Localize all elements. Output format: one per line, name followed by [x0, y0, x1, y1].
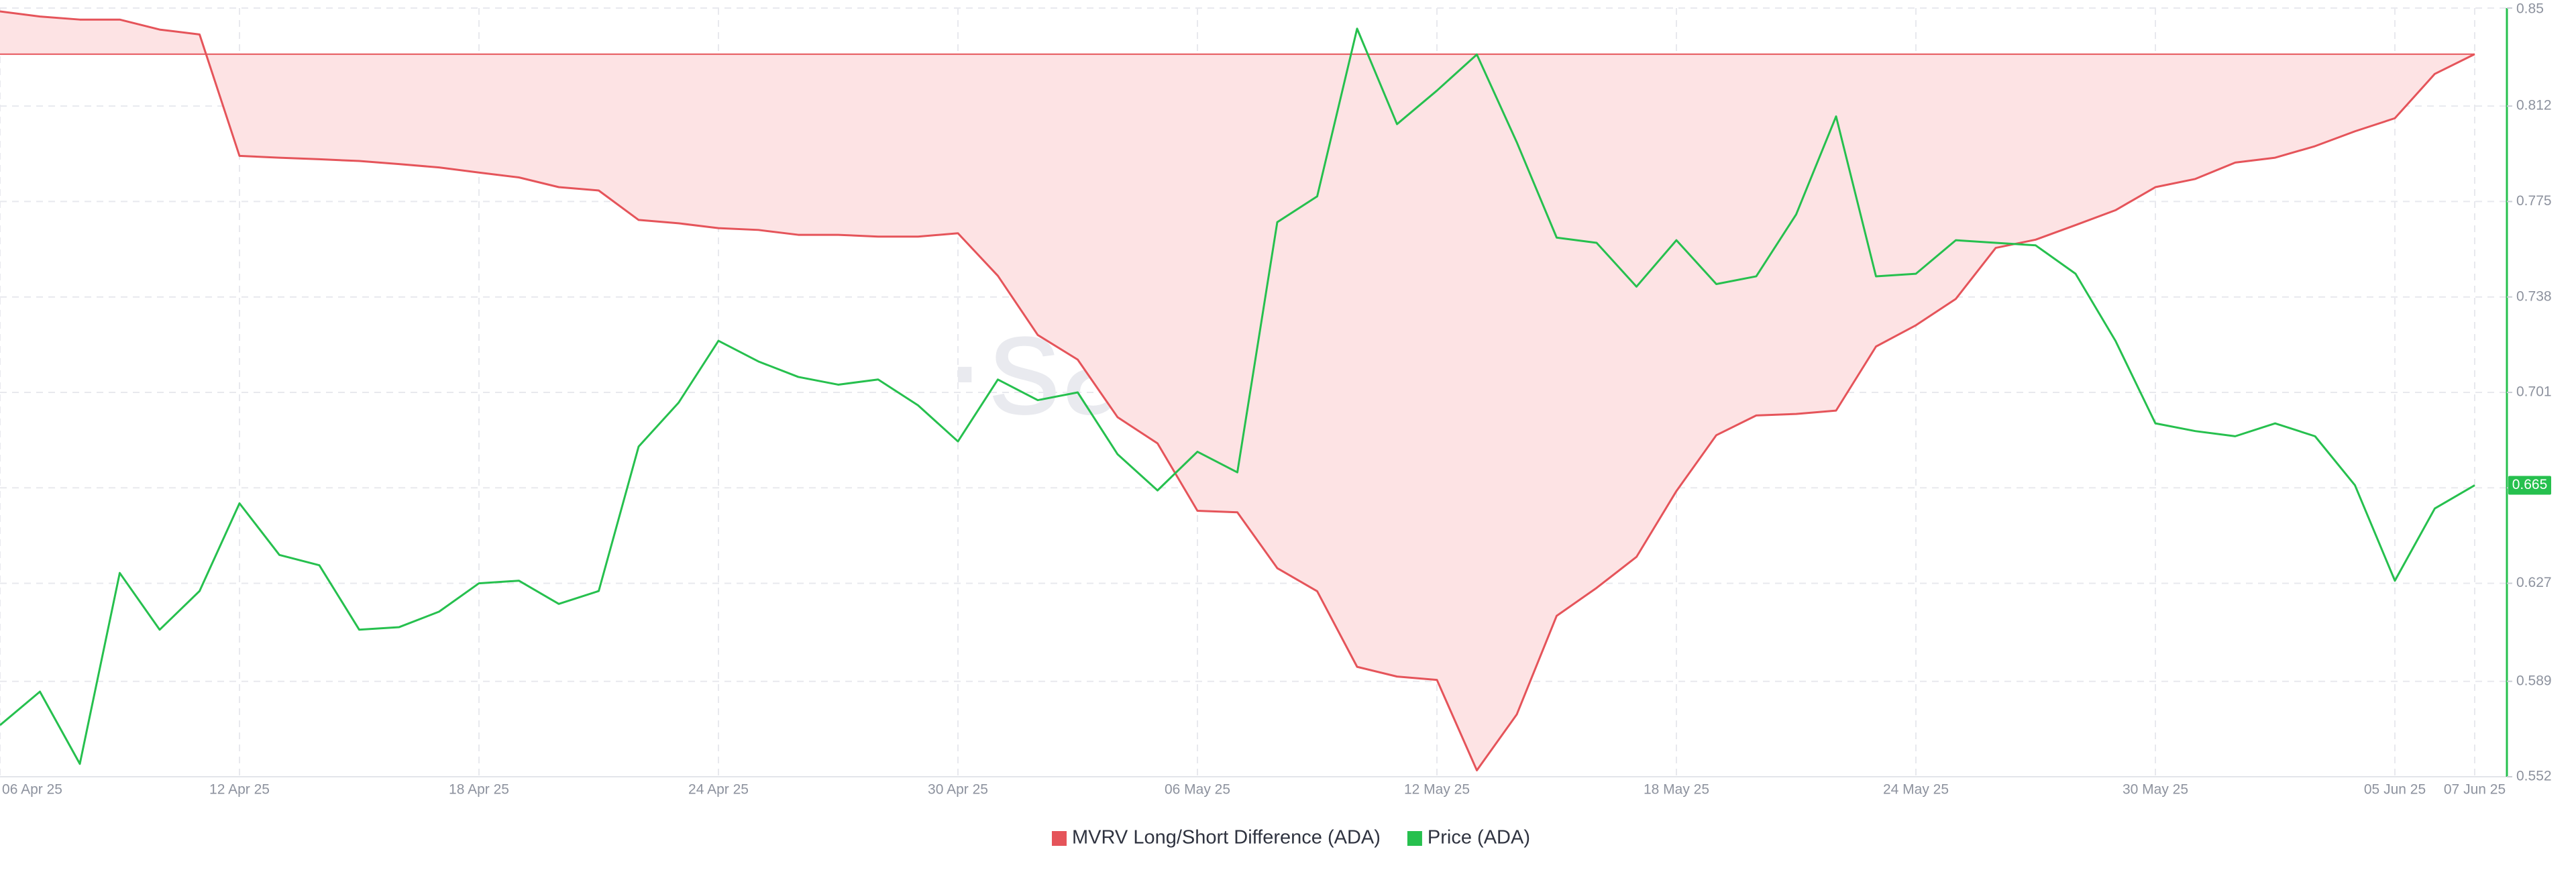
y2-tick-label: 0.589: [2516, 673, 2552, 688]
x-tick-label: 30 Apr 25: [928, 782, 988, 798]
x-tick-label: 12 Apr 25: [209, 782, 270, 798]
last-value-badge: [2508, 476, 2551, 495]
legend-swatch: [1407, 831, 1422, 846]
legend-swatch: [1052, 831, 1067, 846]
x-tick-label: 06 Apr 25: [2, 782, 62, 798]
x-tick-label: 18 Apr 25: [449, 782, 509, 798]
line: [0, 10, 2475, 771]
x-tick-label: 12 May 25: [1404, 782, 1470, 798]
y2-tick-label: 0.775: [2516, 193, 2552, 209]
x-tick-label: 18 May 25: [1644, 782, 1709, 798]
x-tick-label: 24 Apr 25: [688, 782, 749, 798]
legend: MVRV Long/Short Difference (ADA) Price (A…: [1052, 827, 1530, 849]
legend-label: MVRV Long/Short Difference (ADA): [1072, 827, 1381, 849]
last-value-label: 0.665: [2512, 477, 2548, 492]
x-tick-label: 07 Jun 25: [2444, 782, 2506, 798]
y2-tick-label: 0.552: [2516, 769, 2552, 784]
y2-tick-label: 0.85: [2516, 1, 2544, 17]
y2-tick-label: 0.701: [2516, 384, 2552, 400]
x-tick-label: 05 Jun 25: [2364, 782, 2426, 798]
line: [0, 28, 2475, 765]
y2-tick-label: 0.738: [2516, 288, 2552, 304]
area: [0, 11, 2475, 771]
x-tick-label: 24 May 25: [1883, 782, 1949, 798]
y2-tick-label: 0.812: [2516, 98, 2552, 113]
x-tick-label: 30 May 25: [2123, 782, 2188, 798]
legend-label: Price (ADA): [1428, 827, 1530, 849]
y2-tick-label: 0.627: [2516, 575, 2552, 590]
x-tick-label: 06 May 25: [1165, 782, 1230, 798]
